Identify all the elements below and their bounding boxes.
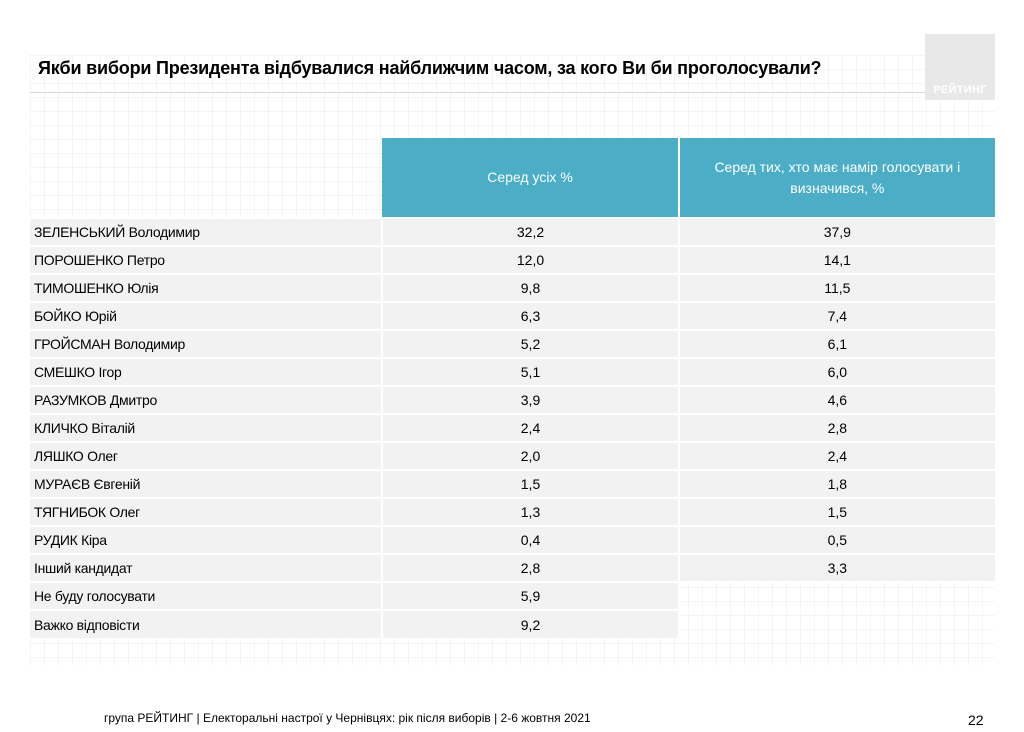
value-all: 0,4 <box>381 525 679 554</box>
candidate-name: РАЗУМКОВ Дмитро <box>30 385 383 414</box>
value-decided: 11,5 <box>677 273 995 302</box>
candidate-name: ТЯГНИБОК Олег <box>30 497 383 526</box>
header-decided-voters: Серед тих, хто має намір голосувати і ви… <box>678 138 995 218</box>
page-number: 22 <box>968 712 984 728</box>
value-decided: 1,5 <box>677 497 995 526</box>
value-decided: 3,3 <box>677 553 995 582</box>
table-row: КЛИЧКО Віталій 2,4 2,8 <box>30 413 995 442</box>
table-body: ЗЕЛЕНСЬКИЙ Володимир 32,2 37,9 ПОРОШЕНКО Пе… <box>30 217 995 638</box>
value-decided: 4,6 <box>677 385 995 414</box>
value-all: 12,0 <box>381 245 679 274</box>
value-decided: 0,5 <box>677 525 995 554</box>
candidate-name: БОЙКО Юрій <box>30 301 383 330</box>
table-row: ЛЯШКО Олег 2,0 2,4 <box>30 441 995 470</box>
value-decided <box>677 609 995 638</box>
value-all: 3,9 <box>381 385 679 414</box>
table-row: ТИМОШЕНКО Юлія 9,8 11,5 <box>30 273 995 302</box>
value-all: 32,2 <box>381 217 679 246</box>
table-row: СМЕШКО Ігор 5,1 6,0 <box>30 357 995 386</box>
candidate-name: ЛЯШКО Олег <box>30 441 383 470</box>
header-all-respondents: Серед усіх % <box>382 138 680 218</box>
value-all: 5,2 <box>381 329 679 358</box>
value-all: 2,0 <box>381 441 679 470</box>
value-all: 2,8 <box>381 553 679 582</box>
value-all: 1,5 <box>381 469 679 498</box>
page-title: Якби вибори Президента відбувалися найбл… <box>38 58 822 78</box>
value-decided: 14,1 <box>677 245 995 274</box>
value-all: 5,9 <box>381 581 679 610</box>
candidate-name: КЛИЧКО Віталій <box>30 413 383 442</box>
candidate-name: Інший кандидат <box>30 553 383 582</box>
candidate-name: РУДИК Кіра <box>30 525 383 554</box>
table-row: ЗЕЛЕНСЬКИЙ Володимир 32,2 37,9 <box>30 217 995 246</box>
table-row: Інший кандидат 2,8 3,3 <box>30 553 995 582</box>
value-all: 2,4 <box>381 413 679 442</box>
footer-text: група РЕЙТИНГ | Електоральні настрої у Ч… <box>104 711 591 725</box>
title-divider <box>30 92 926 93</box>
value-all: 9,2 <box>381 609 679 638</box>
table-row: РАЗУМКОВ Дмитро 3,9 4,6 <box>30 385 995 414</box>
value-all: 9,8 <box>381 273 679 302</box>
table-row: Важко відповісти 9,2 <box>30 609 995 638</box>
results-table: Серед усіх % Серед тих, хто має намір го… <box>30 138 995 638</box>
candidate-name: МУРАЄВ Євгеній <box>30 469 383 498</box>
candidate-name: СМЕШКО Ігор <box>30 357 383 386</box>
value-decided <box>677 581 995 610</box>
value-all: 1,3 <box>381 497 679 526</box>
header-blank-cell <box>30 138 382 218</box>
table-row: ГРОЙСМАН Володимир 5,2 6,1 <box>30 329 995 358</box>
value-decided: 2,4 <box>677 441 995 470</box>
table-row: РУДИК Кіра 0,4 0,5 <box>30 525 995 554</box>
value-decided: 6,0 <box>677 357 995 386</box>
rating-logo: РЕЙТИНГ <box>925 34 995 100</box>
candidate-name: ТИМОШЕНКО Юлія <box>30 273 383 302</box>
value-all: 5,1 <box>381 357 679 386</box>
table-row: ПОРОШЕНКО Петро 12,0 14,1 <box>30 245 995 274</box>
value-all: 6,3 <box>381 301 679 330</box>
candidate-name: ЗЕЛЕНСЬКИЙ Володимир <box>30 217 383 246</box>
table-header-row: Серед усіх % Серед тих, хто має намір го… <box>30 138 995 218</box>
candidate-name: Важко відповісти <box>30 609 383 638</box>
table-row: БОЙКО Юрій 6,3 7,4 <box>30 301 995 330</box>
table-row: МУРАЄВ Євгеній 1,5 1,8 <box>30 469 995 498</box>
table-row: Не буду голосувати 5,9 <box>30 581 995 610</box>
value-decided: 6,1 <box>677 329 995 358</box>
value-decided: 1,8 <box>677 469 995 498</box>
candidate-name: Не буду голосувати <box>30 581 383 610</box>
value-decided: 2,8 <box>677 413 995 442</box>
candidate-name: ГРОЙСМАН Володимир <box>30 329 383 358</box>
table-row: ТЯГНИБОК Олег 1,3 1,5 <box>30 497 995 526</box>
logo-text: РЕЙТИНГ <box>933 84 987 96</box>
candidate-name: ПОРОШЕНКО Петро <box>30 245 383 274</box>
value-decided: 37,9 <box>677 217 995 246</box>
value-decided: 7,4 <box>677 301 995 330</box>
